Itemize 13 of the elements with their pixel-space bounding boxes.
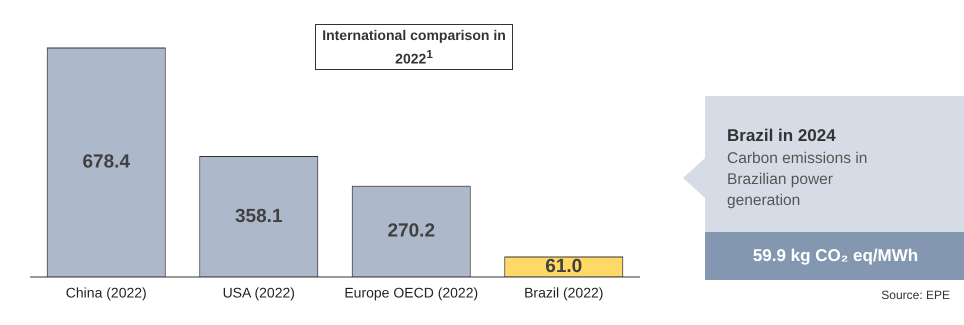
x-tick-label: China (2022) (66, 284, 147, 300)
data-label: 358.1 (234, 206, 283, 227)
text: 59.9 kg CO₂ eq/MWh (752, 246, 918, 266)
data-label: 678.4 (82, 152, 130, 173)
source-note: Source: EPE (881, 288, 950, 302)
data-label: 270.2 (387, 220, 436, 242)
x-tick-label: USA (2022) (222, 284, 295, 300)
x-tick-label: Europe OECD (2022) (344, 284, 478, 300)
text: Carbon emissions in Brazilian power generation (727, 149, 868, 211)
x-tick-label: Brazil (2022) (524, 284, 604, 300)
data-label: 61.0 (545, 256, 582, 278)
chart-title: International comparison in 2022$^{1}$ (316, 26, 512, 68)
text: Brazil in 2024 (727, 126, 837, 146)
